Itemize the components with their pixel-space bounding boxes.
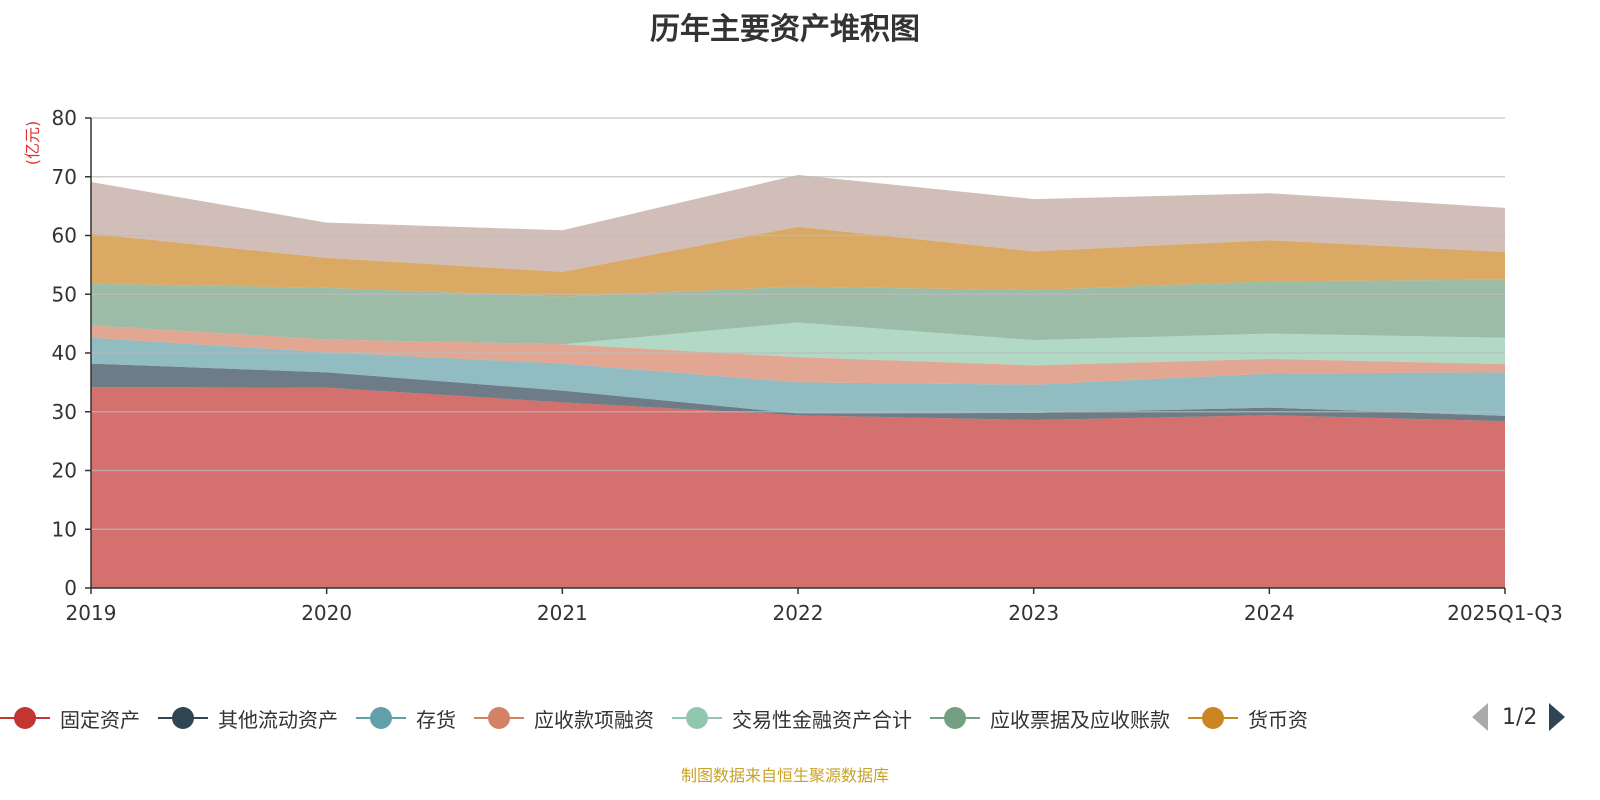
legend-label: 固定资产 [60, 707, 140, 732]
y-tick-label: 0 [64, 576, 77, 600]
x-tick-label: 2025Q1-Q3 [1447, 601, 1563, 625]
y-axis-label: (亿元) [23, 121, 42, 166]
area-series-2 [91, 337, 1505, 416]
legend-label: 应收款项融资 [534, 707, 654, 732]
legend-label: 货币资 [1248, 707, 1308, 732]
y-tick-label: 80 [52, 106, 77, 130]
legend-marker-icon [158, 706, 208, 730]
data-source-note: 制图数据来自恒生聚源数据库 [680, 766, 889, 785]
legend-item[interactable]: 交易性金融资产合计 [672, 704, 912, 733]
x-tick-label: 2019 [66, 601, 117, 625]
x-tick-label: 2021 [537, 601, 588, 625]
y-tick-label: 10 [52, 517, 77, 541]
area-series-6 [91, 226, 1505, 297]
y-tick-label: 60 [52, 224, 77, 248]
x-tick-label: 2023 [1008, 601, 1059, 625]
legend-next-page-icon[interactable] [1549, 703, 1566, 731]
legend-label: 交易性金融资产合计 [732, 707, 912, 732]
legend-label: 其他流动资产 [218, 707, 338, 732]
area-series-4 [91, 322, 1505, 366]
legend-marker-icon [672, 706, 722, 730]
legend-pager: 1/2 [1472, 703, 1566, 731]
x-tick-label: 2020 [301, 601, 352, 625]
legend-marker-icon [930, 706, 980, 730]
y-tick-label: 30 [52, 400, 77, 424]
legend-prev-page-icon[interactable] [1472, 703, 1488, 731]
legend-label: 应收票据及应收账款 [990, 707, 1170, 732]
legend-page-indicator: 1/2 [1502, 704, 1538, 730]
x-tick-label: 2024 [1244, 601, 1295, 625]
area-series-1 [91, 363, 1505, 422]
legend-item[interactable]: 应收款项融资 [474, 704, 654, 733]
area-series-0 [91, 387, 1505, 588]
stacked-area-chart: 0 10 20 30 40 50 60 70 80 2019 2020 2021 2022 2023 202… [23, 106, 1563, 625]
legend-item[interactable]: 其他流动资产 [158, 704, 338, 733]
area-series-3 [91, 325, 1505, 385]
legend-item[interactable]: 货币资 [1188, 704, 1308, 733]
legend-item[interactable]: 存货 [356, 704, 456, 733]
legend-marker-icon [0, 706, 50, 730]
y-tick-label: 70 [52, 165, 77, 189]
legend: 固定资产 其他流动资产 存货 应收款项融资 交易性金融资产合计 应收票据及应收账款 货币资 [0, 703, 1326, 733]
legend-item[interactable]: 应收票据及应收账款 [930, 704, 1170, 733]
y-tick-label: 50 [52, 282, 77, 306]
area-series-7 [91, 174, 1505, 272]
chart-title: 历年主要资产堆积图 [650, 12, 920, 47]
legend-item[interactable]: 固定资产 [0, 704, 140, 733]
y-tick-label: 20 [52, 459, 77, 483]
legend-marker-icon [474, 706, 524, 730]
legend-marker-icon [1188, 706, 1238, 730]
x-tick-label: 2022 [773, 601, 824, 625]
legend-label: 存货 [416, 707, 456, 732]
legend-marker-icon [356, 706, 406, 730]
area-series-5 [91, 279, 1505, 345]
y-tick-label: 40 [52, 341, 77, 365]
